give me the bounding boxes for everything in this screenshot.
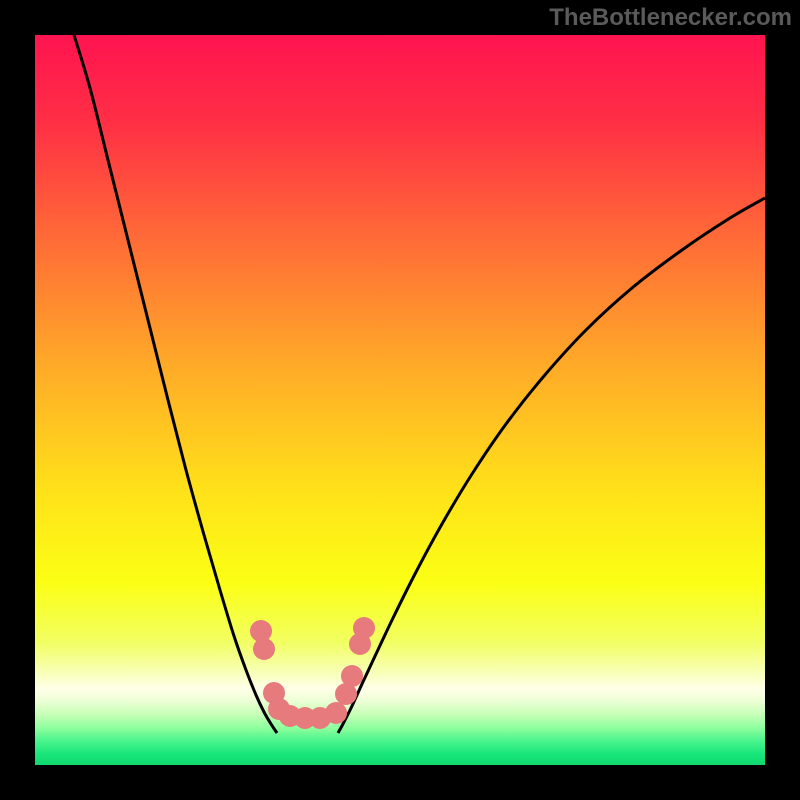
data-marker <box>341 665 363 687</box>
data-marker <box>353 617 375 639</box>
chart-root: TheBottlenecker.com <box>0 0 800 800</box>
curve-overlay <box>0 0 800 800</box>
left-curve <box>74 35 277 733</box>
watermark-text: TheBottlenecker.com <box>549 4 792 32</box>
marker-group <box>250 617 375 729</box>
data-marker <box>325 702 347 724</box>
right-curve <box>338 198 765 733</box>
data-marker <box>253 638 275 660</box>
